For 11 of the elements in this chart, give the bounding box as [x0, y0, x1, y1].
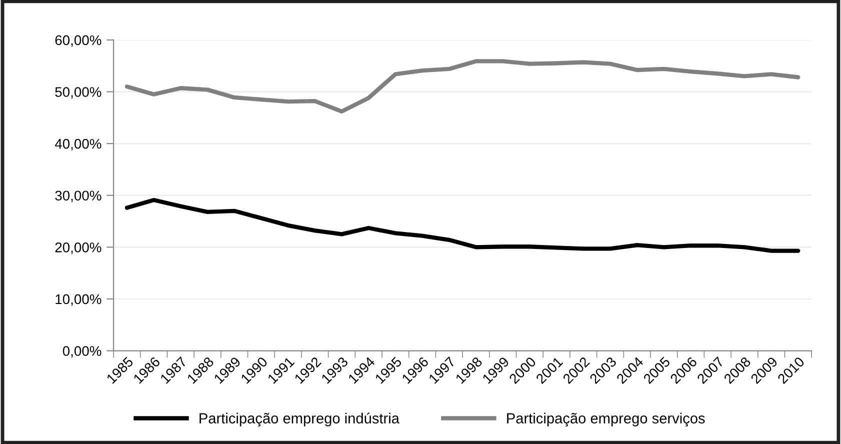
y-tick-label: 60,00% [55, 35, 102, 47]
line-series [124, 198, 800, 253]
legend-label: Participação emprego serviços [507, 412, 705, 426]
legend-label: Participação emprego indústria [200, 412, 400, 426]
y-tick-label: 20,00% [55, 242, 102, 254]
y-tick-label: 50,00% [55, 87, 102, 99]
y-tick-label: 30,00% [55, 190, 102, 202]
y-tick-label: 10,00% [56, 294, 102, 306]
line-series [124, 59, 800, 114]
y-tick-label: 0,00% [62, 346, 102, 358]
y-tick-label: 40,00% [54, 138, 102, 150]
